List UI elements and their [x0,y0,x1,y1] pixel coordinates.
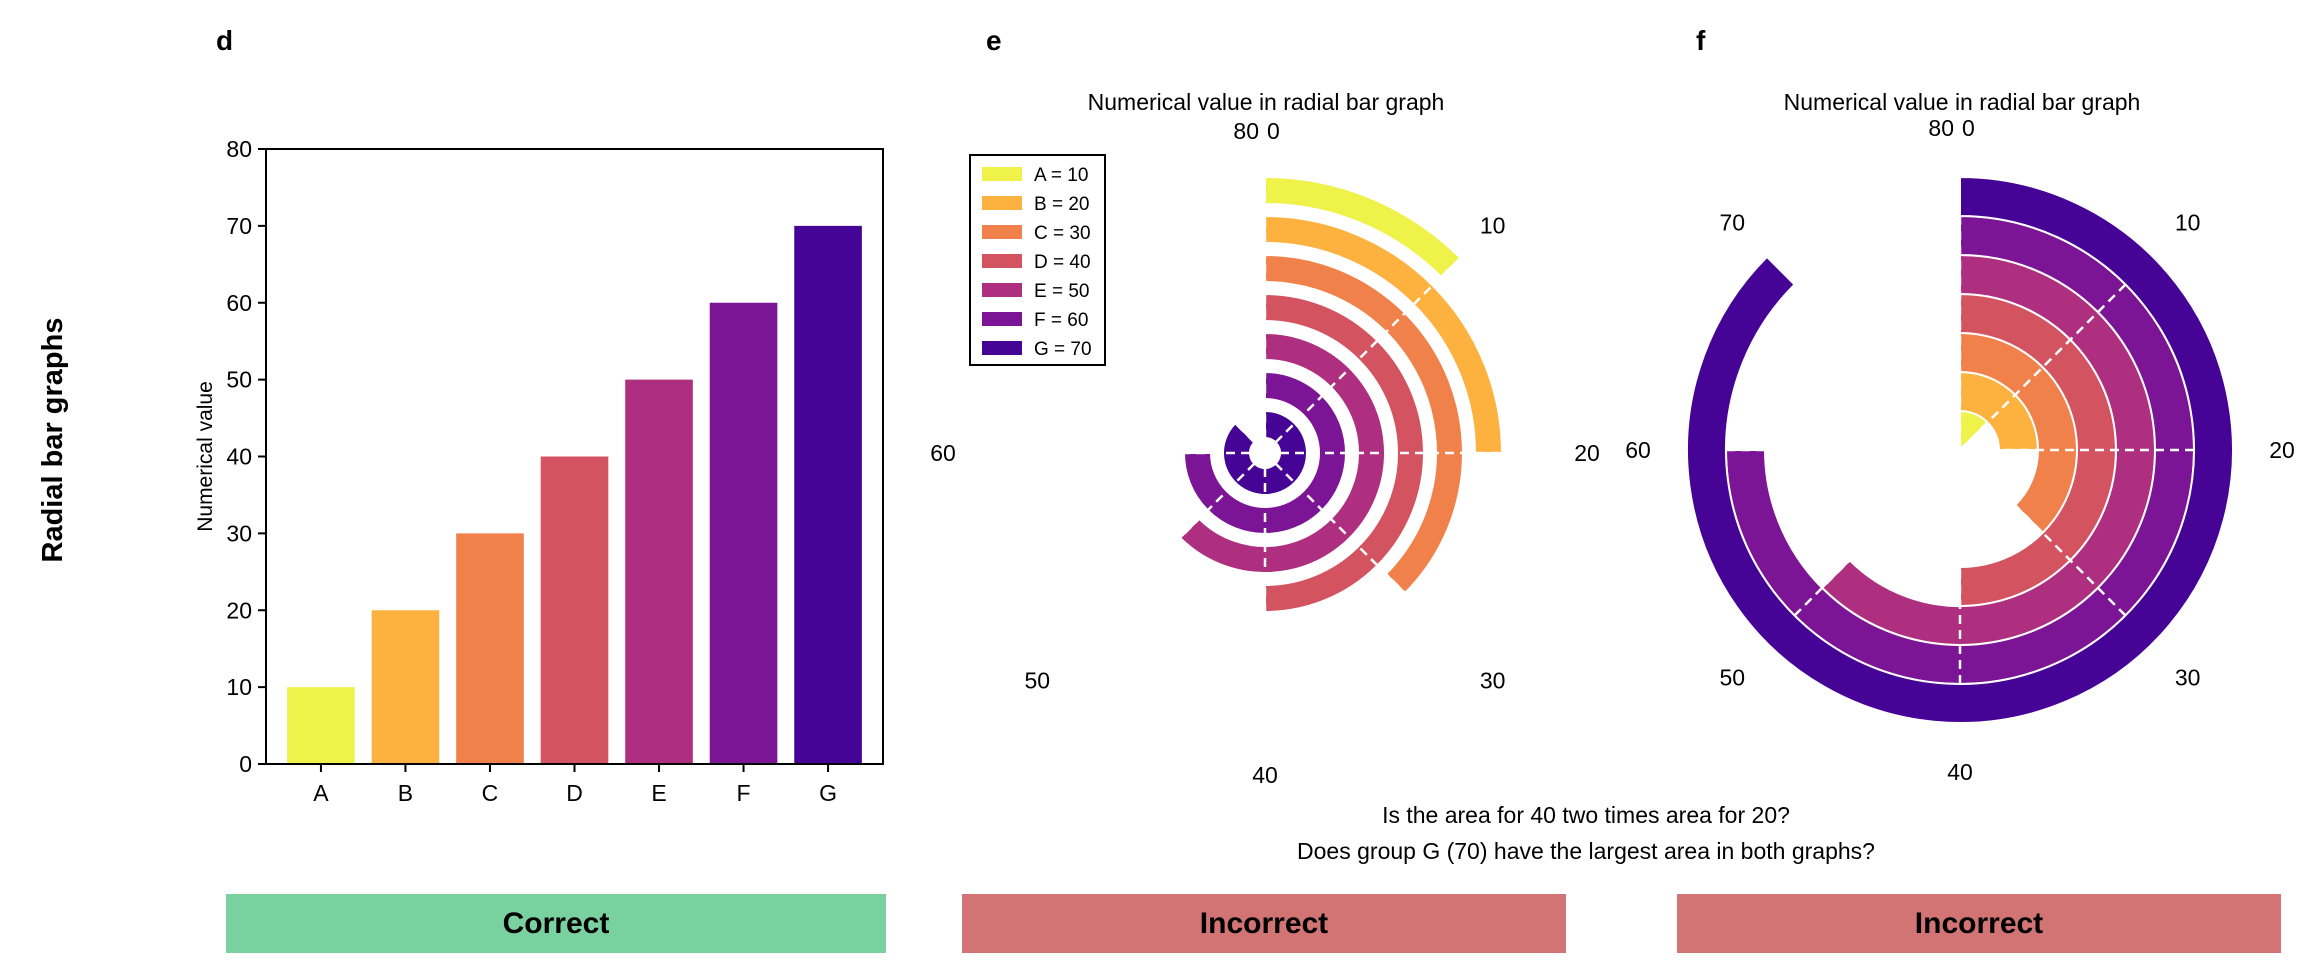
angular-tick-label: 10 [1480,212,1506,238]
legend-swatch-b [982,196,1022,210]
verdict-badge-e: Incorrect [962,894,1566,953]
panel-letter-d: d [216,25,233,56]
angular-tick-label: 10 [2175,209,2201,235]
bar-b [371,610,440,764]
angular-gridline [1264,452,1450,638]
legend-label-e: E = 50 [1034,281,1089,302]
angular-tick-label: 30 [1480,668,1506,694]
bar-e [625,379,693,764]
bar-d [540,456,609,764]
angular-tick-label: 40 [1252,762,1278,788]
legend-swatch-e [982,283,1022,297]
chart-f-title: Numerical value in radial bar graph [1784,89,2141,115]
x-tick-label: G [819,780,837,806]
bar-a [287,687,355,764]
angular-gridline [1959,449,2127,617]
bar-c [456,533,524,764]
panel-d: d A B C D E F G 0 10 20 30 40 50 60 70 80 Numerical valu… [194,25,884,806]
angular-tick-label: 60 [1625,437,1651,463]
angular-tick-label: 20 [2269,437,2295,463]
y-tick-label: 70 [226,213,252,239]
angular-tick-label: 20 [1574,440,1600,466]
verdict-badge-f: Incorrect [1677,894,2281,953]
plot-frame [265,148,884,765]
x-tick-label: F [737,780,751,806]
legend-swatch-g [982,341,1022,355]
question-line-2: Does group G (70) have the largest area … [1297,838,1875,864]
y-tick-label: 30 [226,520,252,546]
radial-chart-f: 0 10 20 30 40 50 60 70 80 [1625,115,2295,785]
legend-label-d: D = 40 [1034,252,1091,273]
legend-label-g: G = 70 [1034,339,1092,360]
angular-tick-label: 80 [1928,115,1954,141]
row-label: Radial bar graphs [37,318,69,563]
bar-g [794,225,862,764]
radial-chart-e: 0 10 20 30 40 50 60 80 [930,118,1600,788]
chart-e-title: Numerical value in radial bar graph [1088,89,1445,115]
legend-swatch-c [982,225,1022,239]
angular-tick-label: 0 [1267,118,1280,144]
radial-bar-e-a [1264,175,1462,279]
x-tick-label: B [398,780,413,806]
verdict-label-f: Incorrect [1914,906,2044,940]
angular-tick-label: 0 [1962,115,1975,141]
angular-tick-label: 70 [1720,209,1746,235]
angular-tick-label: 50 [1025,668,1051,694]
panel-letter-e: e [986,25,1002,56]
y-tick-label: 20 [226,597,252,623]
legend-label-c: C = 30 [1034,223,1091,244]
question-line-1: Is the area for 40 two times area for 20… [1382,802,1790,828]
angular-gridline [1793,283,1961,451]
legend-swatch-d [982,254,1022,268]
y-tick-label: 60 [226,290,252,316]
radial-bar-e-e [1178,331,1386,574]
x-tick-label: D [566,780,583,806]
angular-tick-label: 80 [1233,118,1259,144]
x-tick-label: A [313,780,329,806]
x-tick-label: E [651,780,666,806]
y-axis-label: Numerical value [194,381,217,532]
y-tick-label: 10 [226,674,252,700]
legend-label-b: B = 20 [1034,194,1089,215]
y-tick-label: 80 [226,136,252,162]
verdict-label-e: Incorrect [1199,906,1329,940]
legend: A = 10 B = 20 C = 30 D = 40 E = 50 F = 60 G = … [969,154,1106,366]
angular-gridline [1959,283,2127,451]
radial-bar-e-b [1264,214,1504,454]
angular-gridline [1080,452,1266,638]
angular-tick-label: 40 [1947,759,1973,785]
y-tick-label: 40 [226,444,252,470]
angular-gridline [1264,268,1450,454]
angular-gridline [1793,449,1961,617]
verdict-label-d: Correct [502,906,610,940]
panel-f: f Numerical value in radial bar graph 0 1… [1625,25,2295,785]
bar-f [709,302,778,764]
legend-swatch-a [982,167,1022,181]
panel-e: e Numerical value in radial bar graph 0 1… [930,25,1600,788]
legend-swatch-f [982,312,1022,326]
legend-label-a: A = 10 [1034,165,1088,186]
angular-gridline [1080,268,1266,454]
verdict-badge-d: Correct [226,894,886,953]
y-tick-label: 50 [226,367,252,393]
bar-chart: A B C D E F G 0 10 20 30 40 50 60 70 80 Numerical value [194,136,884,806]
y-tick-label: 0 [239,751,252,777]
x-tick-label: C [482,780,499,806]
radial-bar-e-g [1222,409,1308,496]
angular-tick-label: 30 [2175,665,2201,691]
angular-tick-label: 60 [930,440,956,466]
angular-tick-label: 50 [1720,665,1746,691]
radial-bar-f-g [1686,175,2234,724]
legend-label-f: F = 60 [1034,310,1088,331]
radial-bar-e-f [1182,370,1347,535]
panel-letter-f: f [1696,25,1706,56]
